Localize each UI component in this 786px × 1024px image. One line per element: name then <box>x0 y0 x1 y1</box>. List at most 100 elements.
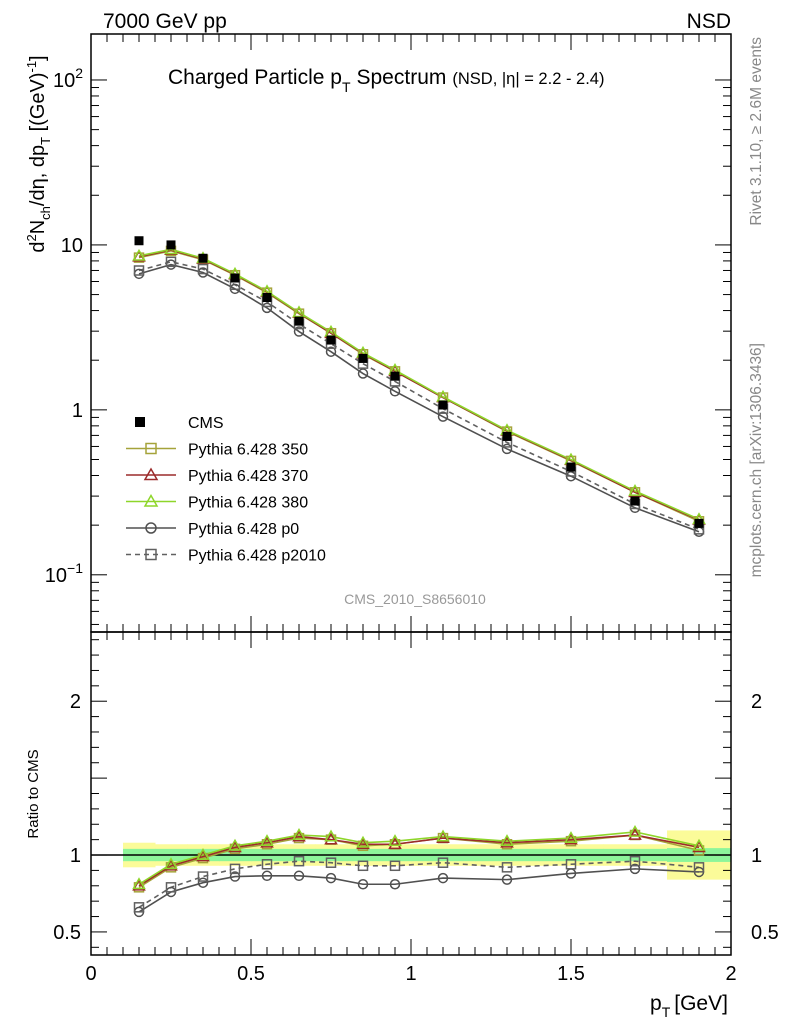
series-4-ratio-point <box>133 902 145 913</box>
series-3-ratio-point <box>629 863 641 875</box>
series-1-ratio-point <box>692 840 706 853</box>
cms-point <box>694 518 704 528</box>
x-axis-title: pT [GeV] <box>650 992 728 1020</box>
legend-marker <box>145 548 157 561</box>
series-4-ratio-line <box>138 860 700 908</box>
series-2-ratio-point <box>324 829 338 842</box>
legend-entry-cms: CMS <box>135 415 224 432</box>
series-1-ratio-point <box>436 831 450 843</box>
main-frame-border <box>90 33 732 633</box>
ratio-y-tick-label: 1 <box>70 845 81 867</box>
series-3-point <box>389 386 401 397</box>
series-4-ratio-point <box>357 860 369 872</box>
main-panel: 10−1 1 10 102 <box>45 33 732 633</box>
y-tick-label: 10−1 <box>45 560 83 587</box>
series-4-ratio-point <box>293 855 305 867</box>
series-3-point <box>261 302 273 314</box>
series-3-ratio-point <box>261 870 273 882</box>
ratio-y-tick-label-right: 2 <box>751 691 762 713</box>
series-3-point <box>325 346 337 357</box>
cms-point <box>198 253 208 263</box>
mcplots-label: mcplots.cern.ch [arXiv:1306.3436] <box>748 343 765 577</box>
series-2-point <box>132 248 146 261</box>
series-4-point <box>197 263 209 275</box>
series-1-ratio-point <box>260 835 274 848</box>
y-tick-label: 102 <box>53 65 83 92</box>
cms-point <box>358 353 368 363</box>
legend-marker <box>145 522 157 534</box>
legend-label: Pythia 6.428 350 <box>188 442 308 459</box>
series-4-ratio-point <box>629 855 641 867</box>
legend-entry-series-1: Pythia 6.428 370 <box>126 467 308 485</box>
ratio-frame-border <box>90 631 732 956</box>
series-2-ratio-point <box>132 877 146 890</box>
cms-point <box>326 335 336 345</box>
series-1-ratio-point <box>500 835 514 848</box>
ratio-y-tick-label: 2 <box>70 691 81 713</box>
process-label: NSD <box>687 10 731 33</box>
legend-entry-series-3: Pythia 6.428 p0 <box>126 521 299 538</box>
cms-point <box>230 273 240 283</box>
series-3-point <box>357 368 369 379</box>
series-3-ratio-line <box>138 868 700 913</box>
legend-marker <box>143 467 159 481</box>
series-2-ratio-point <box>164 857 178 870</box>
x-tick-label: 0.5 <box>237 963 265 985</box>
y-axis-title: d2Nch/dη, dpT [(GeV)-1] <box>24 55 53 252</box>
legend-entry-series-4: Pythia 6.428 p2010 <box>126 548 326 565</box>
series-1-ratio-point <box>132 878 146 891</box>
series-3-point <box>437 411 449 422</box>
series-4-ratio-point <box>437 857 449 868</box>
cms-point <box>502 431 512 441</box>
legend-label: Pythia 6.428 p2010 <box>188 548 326 565</box>
series-4-ratio-point <box>389 860 401 872</box>
series-1-ratio-point <box>356 837 370 850</box>
series-2-ratio-point <box>292 828 306 840</box>
cms-point <box>566 462 576 472</box>
series-2-ratio-point <box>356 835 370 848</box>
series-3-ratio-point <box>293 870 305 882</box>
series-3-line <box>138 263 700 533</box>
legend-label-cms: CMS <box>188 415 224 432</box>
cms-point <box>262 292 272 302</box>
series-2-ratio-point <box>500 834 514 847</box>
ratio-panel: 0 0.5 1 1.5 20.5 0.51 12 2 <box>53 631 779 985</box>
cms-point <box>438 400 448 410</box>
series-3-point <box>293 326 305 337</box>
series-4-ratio-point <box>693 862 705 873</box>
series-1-ratio-point <box>292 829 306 842</box>
series-2-ratio-point <box>260 834 274 847</box>
series-3-ratio-point <box>325 872 337 884</box>
series-2-ratio-point <box>228 838 242 851</box>
series-2-ratio-point <box>196 848 210 860</box>
series-1-ratio-point <box>564 832 578 845</box>
series-1-ratio-point <box>388 837 402 850</box>
series-2-ratio-point <box>692 838 706 851</box>
legend-label: Pythia 6.428 380 <box>188 495 308 512</box>
legend-marker <box>143 493 159 507</box>
cms-point <box>294 316 304 326</box>
x-tick-label: 1 <box>405 963 416 985</box>
series-3-ratio-point <box>389 878 401 890</box>
series-2-ratio-point <box>436 829 450 842</box>
legend-label: Pythia 6.428 370 <box>188 468 308 485</box>
series-3-ratio-point <box>501 874 513 885</box>
x-tick-label: 2 <box>725 963 736 985</box>
series-4-point <box>133 265 145 276</box>
series-4-ratio-point <box>501 862 513 873</box>
series-4-ratio-point <box>229 863 241 875</box>
series-4-ratio-point <box>165 882 177 893</box>
series-1-ratio-point <box>164 858 178 871</box>
cms-point <box>390 371 400 381</box>
ratio-axis-title: Ratio to CMS <box>25 749 42 838</box>
legend-entry-series-0: Pythia 6.428 350 <box>126 442 308 459</box>
series-1-ratio-point <box>228 840 242 853</box>
ratio-y-tick-label-right: 1 <box>751 845 762 867</box>
series-3-ratio-point <box>229 871 241 882</box>
legend-marker-cms <box>135 417 145 427</box>
x-tick-label: 1.5 <box>557 963 585 985</box>
series-4-ratio-point <box>325 857 337 868</box>
legend-entry-series-2: Pythia 6.428 380 <box>126 493 308 512</box>
cms-point <box>134 236 144 246</box>
series-1-ratio-point <box>628 828 642 840</box>
